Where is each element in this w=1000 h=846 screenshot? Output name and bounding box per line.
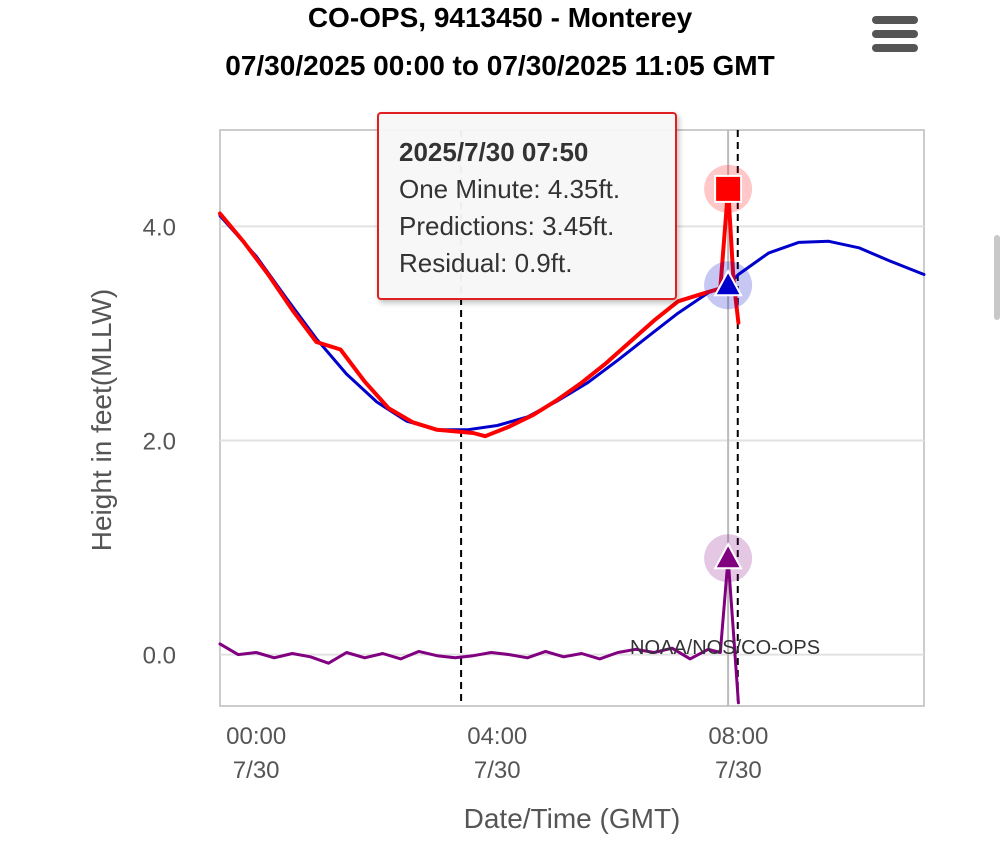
tooltip-predictions: Predictions: 3.45ft.	[399, 211, 615, 241]
scrollbar[interactable]	[994, 235, 1000, 320]
x-tick-date-0: 7/30	[233, 757, 280, 784]
credit-label: NOAA/NOS/CO-OPS	[630, 637, 820, 659]
tooltip-residual: Residual: 0.9ft.	[399, 248, 573, 278]
tick-labels: 0.0 2.0 4.0 00:00 7/30 04:00 7/30 08:00 7/30	[143, 214, 769, 784]
x-tick-date-2: 7/30	[715, 757, 762, 784]
series-line-0	[218, 214, 926, 432]
series-line-1	[218, 186, 741, 439]
x-axis-title: Date/Time (GMT)	[464, 803, 681, 834]
series-line-2	[218, 556, 740, 705]
highlight-layer	[704, 164, 753, 583]
y-tick-label-2: 4.0	[143, 214, 176, 241]
highlight-point-2	[713, 542, 743, 570]
chart-subtitle: 07/30/2025 00:00 to 07/30/2025 11:05 GMT	[225, 50, 775, 81]
x-tick-label-1: 04:00	[467, 723, 527, 750]
series-layer	[218, 186, 926, 705]
tooltip-time: 2025/7/30 07:50	[399, 137, 589, 167]
chart-title: CO-OPS, 9413450 - Monterey	[307, 2, 693, 33]
highlight-point-0	[713, 269, 743, 297]
x-tick-date-1: 7/30	[474, 757, 521, 784]
y-tick-label-1: 2.0	[143, 428, 176, 455]
x-tick-label-0: 00:00	[226, 723, 286, 750]
tooltip-one-minute: One Minute: 4.35ft.	[399, 174, 621, 204]
y-axis-title: Height in feet(MLLW)	[86, 289, 117, 551]
highlight-point-1	[714, 174, 743, 203]
x-tick-label-2: 08:00	[708, 723, 768, 750]
hamburger-menu-icon[interactable]	[872, 16, 918, 56]
tooltip: 2025/7/30 07:50 One Minute: 4.35ft. Pred…	[377, 112, 677, 300]
y-tick-label-0: 0.0	[143, 643, 176, 670]
